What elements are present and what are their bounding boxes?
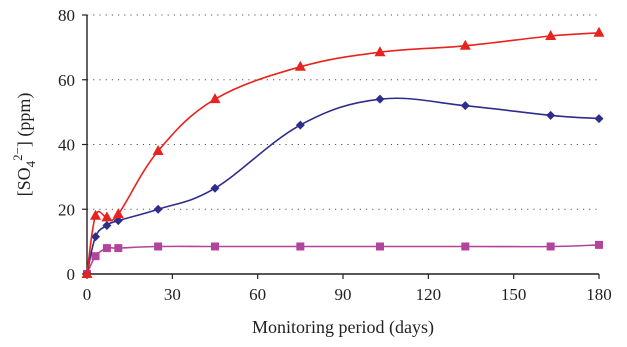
data-point-square (461, 242, 470, 251)
series-line-diamond (86, 97, 600, 275)
series-square (83, 240, 603, 278)
y-tick-label: 40 (58, 136, 75, 155)
series-triangle (81, 26, 605, 278)
data-point-square (114, 244, 123, 253)
data-point-diamond (295, 120, 305, 130)
data-point-triangle (152, 144, 164, 155)
data-point-diamond (102, 220, 112, 230)
data-point-diamond (91, 232, 101, 242)
y-axis-title-unit: ] (ppm) (14, 93, 35, 147)
x-tick-label: 30 (164, 285, 181, 304)
x-tick-label: 0 (83, 285, 92, 304)
data-point-square (102, 244, 111, 253)
series-line-square (86, 244, 600, 275)
data-point-square (91, 252, 100, 261)
x-tick-label: 120 (416, 285, 442, 304)
data-point-diamond (594, 114, 604, 124)
data-point-triangle (374, 46, 386, 57)
axes (82, 14, 600, 279)
x-axis-title: Monitoring period (days) (252, 317, 434, 338)
data-point-diamond (460, 101, 470, 111)
data-point-triangle (294, 60, 306, 71)
y-tick-label: 80 (58, 6, 75, 25)
x-tick-label: 90 (335, 285, 352, 304)
data-point-diamond (546, 110, 556, 120)
x-tick-label: 150 (501, 285, 527, 304)
x-tick-label: 60 (249, 285, 266, 304)
data-point-triangle (112, 208, 124, 219)
y-axis-title-main: [SO (14, 167, 34, 196)
series-diamond (82, 94, 604, 279)
data-point-square (546, 242, 555, 251)
y-tick-label: 20 (58, 200, 75, 219)
series-layer (81, 26, 605, 279)
data-point-triangle (459, 39, 471, 50)
y-axis-title-superscript: 2− (10, 147, 25, 161)
data-point-diamond (113, 216, 123, 226)
data-point-triangle (593, 26, 605, 37)
y-tick-label: 60 (58, 71, 75, 90)
data-point-square (211, 242, 219, 251)
data-point-triangle (81, 268, 93, 278)
tick-labels: 0 20 40 60 80 0 30 60 90 120 150 180 (58, 6, 612, 304)
data-point-triangle (545, 30, 557, 41)
data-point-triangle (101, 211, 113, 222)
y-tick-label: 0 (67, 265, 76, 284)
y-axis-title: [SO42−] (ppm) (10, 93, 38, 197)
data-point-square (375, 242, 384, 251)
y-axis-title-subscript: 4 (23, 160, 38, 167)
data-point-triangle (209, 93, 221, 104)
data-point-diamond (153, 204, 163, 214)
data-point-triangle (90, 209, 102, 220)
data-point-square (595, 240, 603, 249)
series-line-triangle (86, 32, 600, 275)
data-point-diamond (210, 183, 220, 193)
data-point-square (296, 242, 305, 251)
x-tick-label: 180 (586, 285, 612, 304)
data-point-square (154, 242, 163, 251)
data-point-diamond (375, 94, 385, 104)
